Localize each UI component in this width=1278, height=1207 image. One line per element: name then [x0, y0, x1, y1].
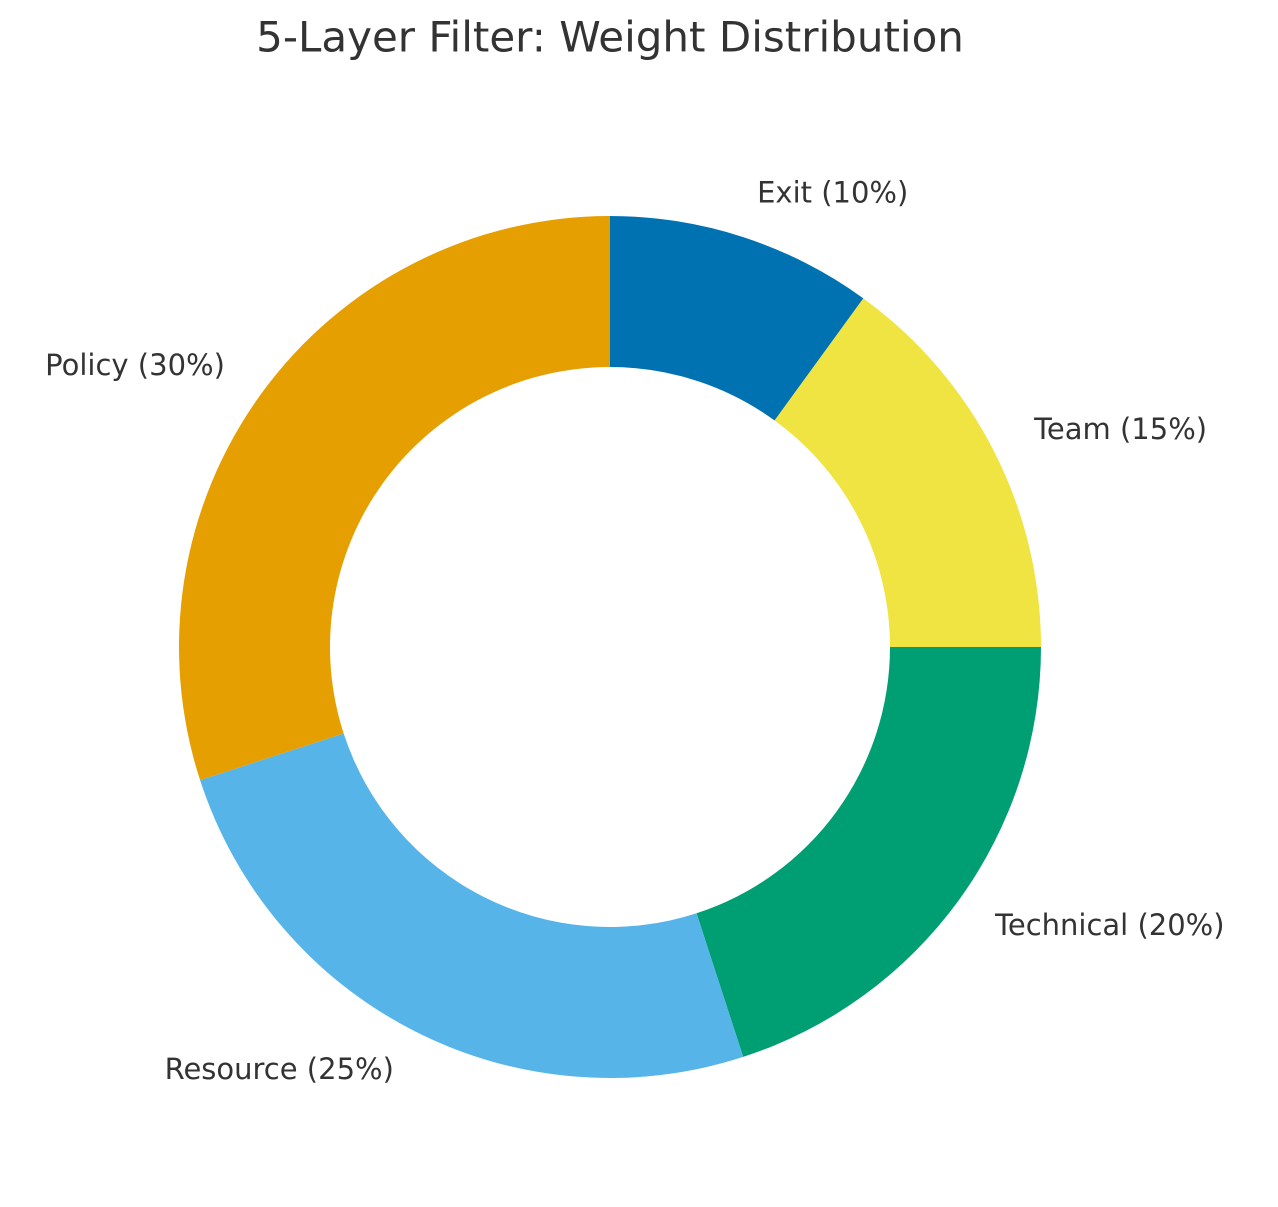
slice-label: Resource (25%)	[165, 1052, 394, 1086]
donut-slice	[774, 298, 1041, 647]
donut-slice	[696, 647, 1041, 1057]
chart-title: 5-Layer Filter: Weight Distribution	[256, 13, 964, 62]
slice-label: Exit (10%)	[757, 175, 908, 209]
slice-label: Team (15%)	[1033, 412, 1207, 446]
donut-slice	[610, 216, 864, 421]
donut-slice	[178, 216, 610, 781]
slice-label: Policy (30%)	[45, 348, 225, 382]
slice-label: Technical (20%)	[994, 908, 1224, 942]
donut-slice	[200, 733, 744, 1078]
